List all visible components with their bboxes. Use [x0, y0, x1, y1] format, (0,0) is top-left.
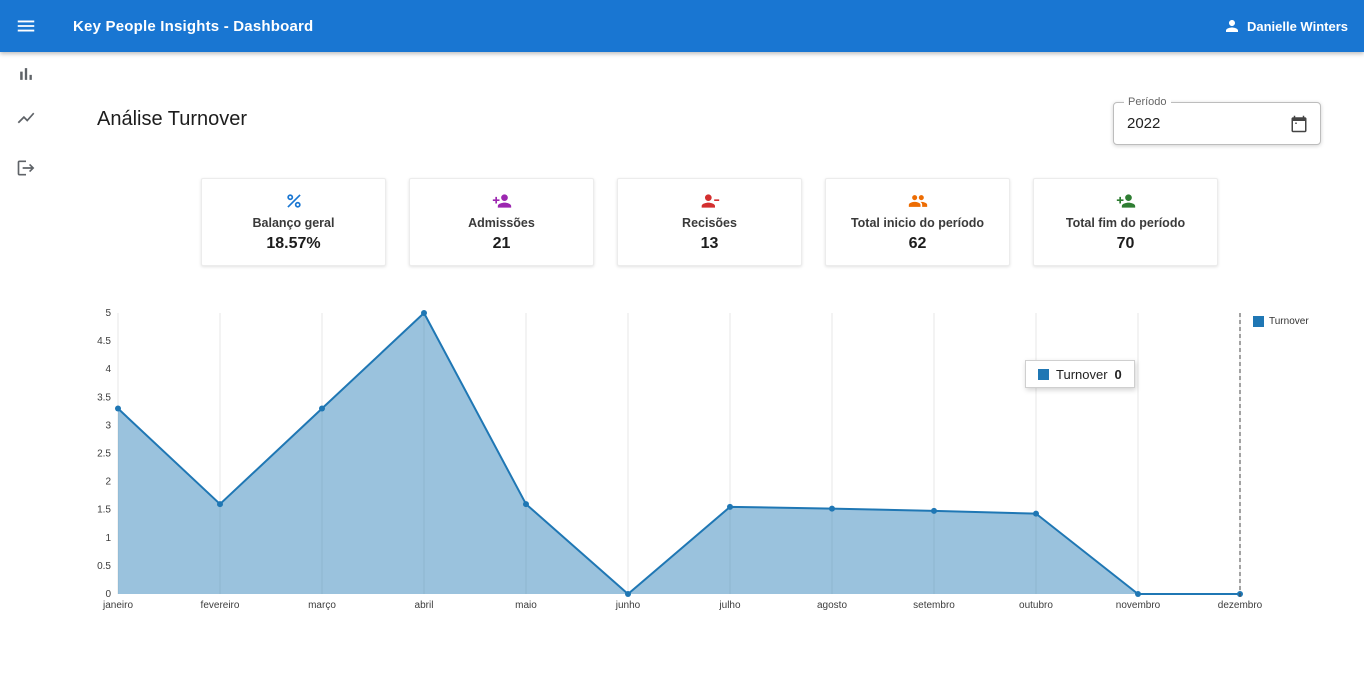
svg-text:3: 3 — [105, 420, 111, 431]
svg-text:novembro: novembro — [1116, 600, 1161, 611]
svg-text:julho: julho — [718, 600, 741, 611]
sidebar-item-logout[interactable] — [0, 146, 52, 190]
app-bar: Key People Insights - Dashboard Danielle… — [0, 0, 1364, 52]
chart-canvas[interactable]: 0 0.5 1 1.5 2 2.5 3 3.5 4 4.5 5 janeiro fevereiro mar… — [95, 300, 1265, 620]
app-title: Key People Insights - Dashboard — [73, 17, 314, 35]
stat-card-value: 18.57% — [266, 235, 321, 252]
stat-card-label: Recisões — [682, 216, 737, 230]
svg-text:4: 4 — [105, 364, 111, 375]
tooltip-value: 0 — [1114, 366, 1122, 382]
calendar-button[interactable] — [1282, 107, 1316, 141]
menu-button[interactable] — [0, 0, 52, 52]
percent-icon — [286, 194, 301, 208]
svg-text:abril: abril — [415, 600, 434, 611]
stat-card-label: Total fim do período — [1065, 216, 1186, 230]
sidebar — [0, 52, 52, 695]
stat-card-label: Admissões — [468, 216, 535, 230]
logout-icon — [17, 160, 35, 176]
tooltip-label: Turnover — [1056, 366, 1108, 382]
svg-text:dezembro: dezembro — [1218, 600, 1263, 611]
svg-text:2: 2 — [105, 477, 111, 488]
line-chart-icon — [17, 112, 35, 124]
person-remove-icon — [701, 194, 719, 208]
svg-text:1: 1 — [105, 533, 111, 544]
svg-text:5: 5 — [105, 308, 111, 319]
stat-card-total-inicio: Total inicio do período 62 — [825, 178, 1010, 266]
stat-card-label: Total inicio do período — [850, 216, 985, 230]
bar-chart-icon — [20, 68, 32, 80]
stat-card-label: Balanço geral — [252, 216, 335, 230]
group-icon — [908, 195, 927, 207]
period-field-label: Período — [1124, 96, 1171, 108]
chart-legend[interactable]: Turnover — [1253, 316, 1309, 327]
svg-text:junho: junho — [615, 600, 641, 611]
person-icon — [1225, 20, 1238, 32]
svg-text:4.5: 4.5 — [97, 336, 111, 347]
stat-card-value: 70 — [1116, 235, 1135, 252]
stat-card-balanco-geral: Balanço geral 18.57% — [201, 178, 386, 266]
svg-text:2.5: 2.5 — [97, 449, 111, 460]
svg-text:outubro: outubro — [1019, 600, 1053, 611]
stat-card-recisoes: Recisões 13 — [617, 178, 802, 266]
stat-card-value: 62 — [908, 235, 927, 252]
svg-text:setembro: setembro — [913, 600, 955, 611]
svg-text:março: março — [308, 600, 336, 611]
legend-swatch — [1253, 316, 1264, 327]
user-menu[interactable]: Danielle Winters — [1223, 17, 1348, 35]
user-name: Danielle Winters — [1246, 18, 1348, 34]
period-input[interactable] — [1114, 115, 1282, 132]
svg-text:agosto: agosto — [817, 600, 847, 611]
period-field: Período — [1113, 96, 1321, 145]
chart-tooltip: Turnover 0 — [1025, 360, 1135, 388]
svg-text:0: 0 — [105, 589, 111, 600]
stat-card-value: 13 — [700, 235, 719, 252]
turnover-chart: 0 0.5 1 1.5 2 2.5 3 3.5 4 4.5 5 janeiro fevereiro mar… — [95, 300, 1350, 630]
sidebar-item-line-chart[interactable] — [0, 96, 52, 140]
svg-text:fevereiro: fevereiro — [201, 600, 240, 611]
svg-text:3.5: 3.5 — [97, 392, 111, 403]
legend-label: Turnover — [1269, 316, 1309, 327]
svg-text:1.5: 1.5 — [97, 505, 111, 516]
page-title: Análise Turnover — [97, 108, 248, 130]
stat-card-total-fim: Total fim do período 70 — [1033, 178, 1218, 266]
svg-text:maio: maio — [515, 600, 537, 611]
hamburger-icon — [17, 20, 35, 32]
sidebar-item-bar-chart[interactable] — [0, 52, 52, 96]
stat-card-admissoes: Admissões 21 — [409, 178, 594, 266]
stat-card-value: 21 — [492, 235, 511, 252]
svg-text:0.5: 0.5 — [97, 561, 111, 572]
stat-cards: Balanço geral 18.57% Admissões 21 Recisõ… — [201, 178, 1218, 266]
svg-text:janeiro: janeiro — [102, 600, 133, 611]
tooltip-swatch — [1038, 368, 1049, 380]
person-add-icon — [492, 194, 511, 208]
person-add-icon — [1116, 194, 1135, 208]
calendar-icon — [1291, 115, 1307, 132]
